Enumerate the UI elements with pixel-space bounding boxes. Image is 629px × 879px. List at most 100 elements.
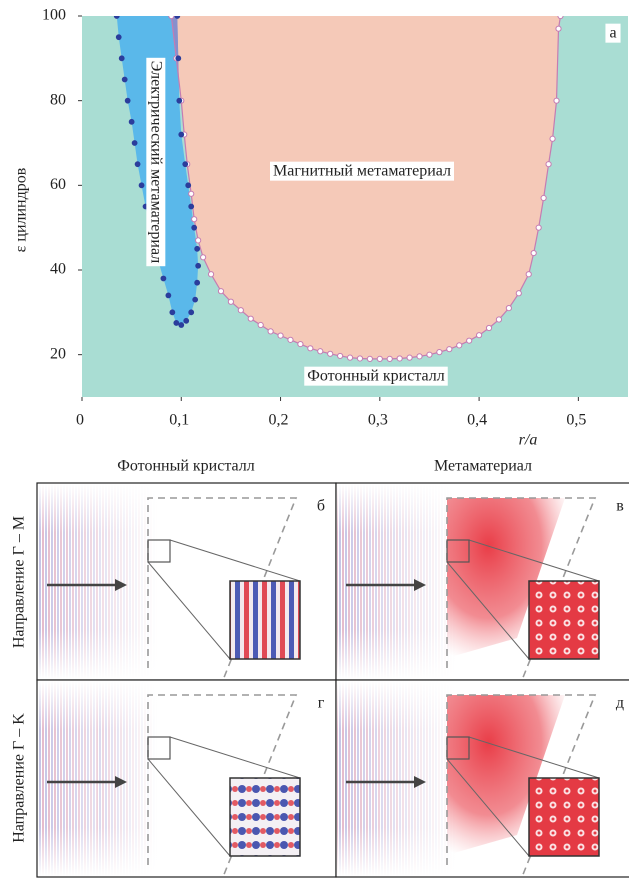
x-tick-label: 0,4	[467, 412, 487, 429]
boundary-point	[139, 183, 144, 188]
boundary-point	[268, 329, 273, 334]
boundary-point	[427, 352, 432, 357]
x-tick-label: 0,3	[368, 412, 388, 429]
column-header: Фотонный кристалл	[117, 458, 255, 475]
boundary-point	[176, 56, 181, 61]
boundary-point	[170, 310, 175, 315]
boundary-point	[558, 13, 563, 18]
boundary-point	[129, 119, 134, 124]
boundary-point	[179, 132, 184, 137]
boundary-point	[367, 356, 372, 361]
boundary-point	[135, 162, 140, 167]
row-label: Направление Γ – K	[11, 713, 28, 843]
fade	[38, 681, 158, 876]
field-panel: г	[37, 680, 336, 877]
boundary-point	[228, 299, 233, 304]
field-panel: д	[336, 680, 629, 877]
fade	[337, 681, 457, 876]
boundary-point	[201, 255, 206, 260]
boundary-point	[496, 317, 501, 322]
boundary-point	[457, 343, 462, 348]
boundary-point	[192, 225, 197, 230]
boundary-point	[486, 325, 491, 330]
boundary-point	[189, 310, 194, 315]
boundary-point	[125, 98, 130, 103]
panel-label: а	[609, 25, 616, 42]
panel-letter: в	[616, 498, 624, 515]
boundary-point	[546, 162, 551, 167]
boundary-point	[122, 77, 127, 82]
boundary-point	[531, 250, 536, 255]
fade	[38, 484, 158, 679]
boundary-point	[278, 333, 283, 338]
x-tick-label: 0,2	[269, 412, 289, 429]
boundary-point	[541, 195, 546, 200]
boundary-point	[476, 333, 481, 338]
boundary-point	[183, 162, 188, 167]
inset	[230, 581, 300, 659]
boundary-point	[328, 351, 333, 356]
boundary-point	[166, 293, 171, 298]
panel-letter: г	[318, 695, 325, 712]
y-tick-label: 100	[42, 7, 66, 24]
boundary-point	[377, 356, 382, 361]
boundary-point	[308, 346, 313, 351]
boundary-point	[248, 316, 253, 321]
boundary-point	[193, 297, 198, 302]
boundary-point	[196, 263, 201, 268]
boundary-point	[387, 356, 392, 361]
boundary-point	[258, 322, 263, 327]
y-tick-label: 20	[50, 345, 66, 362]
boundary-point	[186, 183, 191, 188]
inset	[529, 778, 599, 856]
boundary-point	[196, 238, 201, 243]
x-tick-label: 0,5	[566, 412, 586, 429]
boundary-point	[554, 98, 559, 103]
boundary-point	[397, 356, 402, 361]
boundary-point	[417, 354, 422, 359]
x-tick-label: 0	[76, 412, 84, 429]
boundary-point	[526, 272, 531, 277]
boundary-point	[195, 246, 200, 251]
boundary-point	[208, 272, 213, 277]
y-tick-label: 80	[50, 91, 66, 108]
y-tick-label: 60	[50, 176, 66, 193]
boundary-point	[506, 306, 511, 311]
boundary-point	[347, 355, 352, 360]
boundary-point	[177, 98, 182, 103]
x-tick-label: 0,1	[169, 412, 189, 429]
boundary-point	[550, 136, 555, 141]
boundary-point	[407, 355, 412, 360]
region-label: Фотонный кристалл	[307, 368, 445, 385]
boundary-point	[175, 14, 180, 19]
boundary-point	[298, 341, 303, 346]
boundary-point	[114, 14, 119, 19]
boundary-point	[318, 349, 323, 354]
boundary-point	[467, 338, 472, 343]
boundary-point	[516, 291, 521, 296]
boundary-point	[132, 141, 137, 146]
boundary-point	[119, 56, 124, 61]
boundary-point	[357, 356, 362, 361]
boundary-point	[447, 347, 452, 352]
inset	[529, 581, 599, 659]
regions	[114, 13, 563, 361]
boundary-point	[184, 318, 189, 323]
y-tick-label: 40	[50, 261, 66, 278]
boundary-point	[169, 13, 174, 18]
panel-letter: д	[616, 695, 624, 712]
boundary-point	[195, 280, 200, 285]
row-label: Направление Γ – M	[11, 516, 28, 648]
boundary-point	[189, 204, 194, 209]
panel-letter: б	[317, 498, 325, 515]
boundary-point	[116, 35, 121, 40]
boundary-point	[536, 225, 541, 230]
boundary-point	[437, 350, 442, 355]
boundary-point	[189, 191, 194, 196]
y-axis-label: ε цилиндров	[13, 167, 30, 252]
field-panel: б	[37, 483, 336, 680]
column-header: Метаматериал	[434, 458, 532, 475]
boundary-point	[179, 323, 184, 328]
region-label: Магнитный метаматериал	[273, 163, 451, 180]
region-label: Электрический метаматериал	[147, 61, 164, 263]
